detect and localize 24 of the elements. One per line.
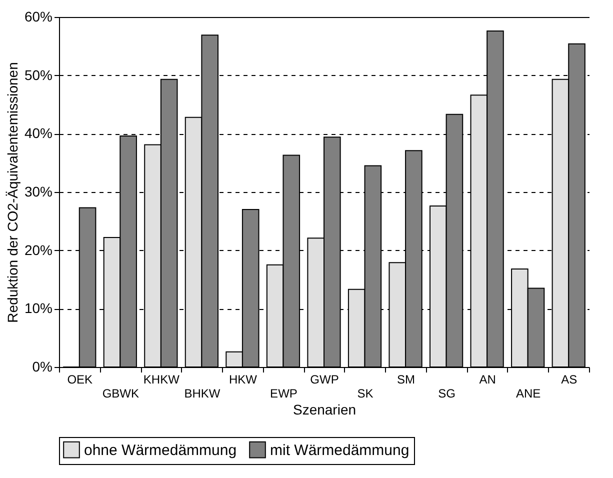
- legend-label: mit Wärmedämmung: [270, 442, 410, 459]
- x-tick-label: HKW: [228, 372, 258, 386]
- x-tick-label: OEK: [67, 372, 93, 386]
- y-tick-label: 10%: [24, 300, 52, 316]
- x-tick-label: ANE: [516, 386, 541, 400]
- x-tick-label: AN: [479, 372, 496, 386]
- x-tick-label: AS: [561, 372, 578, 386]
- y-tick-label: 30%: [24, 184, 52, 200]
- x-axis-title: Szenarien: [292, 402, 356, 418]
- x-tick-label: SM: [397, 372, 416, 386]
- y-axis-title: Reduktion der CO2-Äquivalentemissionen: [4, 62, 20, 323]
- x-tick-label: GWP: [310, 372, 339, 386]
- x-tick-label: EWP: [270, 386, 298, 400]
- y-tick-label: 40%: [24, 125, 52, 142]
- legend-label: ohne Wärmedämmung: [84, 442, 237, 459]
- y-tick-label: 0%: [32, 358, 52, 374]
- x-tick-label: SK: [357, 386, 374, 400]
- x-tick-label: KHKW: [143, 372, 180, 386]
- y-tick-label: 60%: [24, 8, 52, 24]
- x-tick-label: SG: [438, 386, 456, 400]
- y-tick-label: 20%: [24, 242, 52, 258]
- x-tick-label: BHKW: [184, 386, 221, 400]
- y-tick-label: 50%: [24, 66, 52, 83]
- x-tick-label: GBWK: [102, 386, 139, 400]
